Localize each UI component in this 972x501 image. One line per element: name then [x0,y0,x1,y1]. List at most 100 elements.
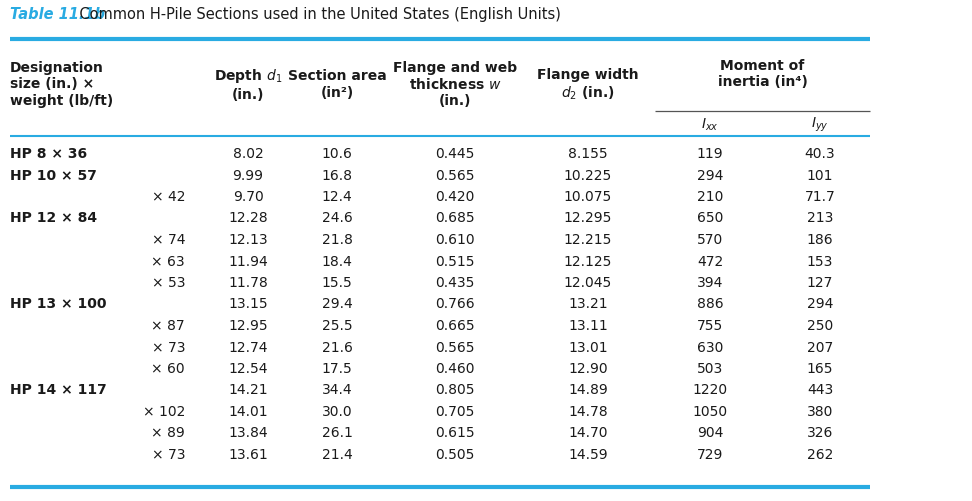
Text: × 89: × 89 [152,426,185,439]
Text: 12.54: 12.54 [228,361,267,375]
Text: 30.0: 30.0 [322,404,352,418]
Text: 14.21: 14.21 [228,383,268,397]
Text: 14.01: 14.01 [228,404,268,418]
Text: 570: 570 [697,232,723,246]
Text: HP 12 × 84: HP 12 × 84 [10,211,97,225]
Text: Flange width
$d_2$ (in.): Flange width $d_2$ (in.) [538,67,639,101]
Text: 21.4: 21.4 [322,447,353,461]
Text: 13.15: 13.15 [228,297,268,311]
Text: 729: 729 [697,447,723,461]
Text: 0.615: 0.615 [435,426,474,439]
Text: 24.6: 24.6 [322,211,353,225]
Text: 29.4: 29.4 [322,297,353,311]
Text: 11.78: 11.78 [228,276,268,290]
Text: 17.5: 17.5 [322,361,353,375]
Text: 0.505: 0.505 [435,447,474,461]
Text: 0.565: 0.565 [435,340,474,354]
Text: 34.4: 34.4 [322,383,352,397]
Text: 0.460: 0.460 [435,361,474,375]
Text: 9.70: 9.70 [232,189,263,203]
Text: 13.61: 13.61 [228,447,268,461]
Text: 11.94: 11.94 [228,254,268,268]
Text: 14.78: 14.78 [569,404,608,418]
Text: 1050: 1050 [692,404,728,418]
Text: 1220: 1220 [692,383,728,397]
Text: 12.95: 12.95 [228,318,268,332]
Text: 904: 904 [697,426,723,439]
Text: × 53: × 53 [152,276,185,290]
Text: 213: 213 [807,211,833,225]
Text: 18.4: 18.4 [322,254,353,268]
Text: 13.01: 13.01 [569,340,608,354]
Text: 12.28: 12.28 [228,211,268,225]
Text: × 73: × 73 [152,340,185,354]
Text: 755: 755 [697,318,723,332]
Text: 16.8: 16.8 [322,168,353,182]
Text: 13.21: 13.21 [569,297,608,311]
Text: 0.766: 0.766 [435,297,474,311]
Text: 12.295: 12.295 [564,211,612,225]
Text: 10.075: 10.075 [564,189,612,203]
Text: 294: 294 [807,297,833,311]
Text: 21.8: 21.8 [322,232,353,246]
Text: Designation
size (in.) ×
weight (lb/ft): Designation size (in.) × weight (lb/ft) [10,61,114,108]
Text: 26.1: 26.1 [322,426,353,439]
Text: 12.74: 12.74 [228,340,267,354]
Text: $I_{yy}$: $I_{yy}$ [812,115,829,133]
Text: 503: 503 [697,361,723,375]
Text: 294: 294 [697,168,723,182]
Text: 0.805: 0.805 [435,383,474,397]
Text: Section area
(in²): Section area (in²) [288,69,387,99]
Text: 326: 326 [807,426,833,439]
Text: 443: 443 [807,383,833,397]
Text: 14.59: 14.59 [569,447,608,461]
Text: Depth $d_1$
(in.): Depth $d_1$ (in.) [214,67,282,101]
Text: HP 8 × 36: HP 8 × 36 [10,147,87,161]
Text: 165: 165 [807,361,833,375]
Text: 210: 210 [697,189,723,203]
Text: 21.6: 21.6 [322,340,353,354]
Text: 0.610: 0.610 [435,232,474,246]
Text: HP 10 × 57: HP 10 × 57 [10,168,97,182]
Text: 262: 262 [807,447,833,461]
Text: × 102: × 102 [143,404,185,418]
Text: 13.11: 13.11 [568,318,608,332]
Text: 9.99: 9.99 [232,168,263,182]
Text: 12.13: 12.13 [228,232,268,246]
Text: HP 14 × 117: HP 14 × 117 [10,383,107,397]
Text: 394: 394 [697,276,723,290]
Text: × 87: × 87 [152,318,185,332]
Text: 250: 250 [807,318,833,332]
Text: 12.4: 12.4 [322,189,353,203]
Text: 10.6: 10.6 [322,147,353,161]
Text: 886: 886 [697,297,723,311]
Text: × 73: × 73 [152,447,185,461]
Text: 12.125: 12.125 [564,254,612,268]
Text: 0.565: 0.565 [435,168,474,182]
Text: 14.70: 14.70 [569,426,608,439]
Text: Flange and web
thickness $w$
(in.): Flange and web thickness $w$ (in.) [393,61,517,108]
Text: 119: 119 [697,147,723,161]
Text: × 42: × 42 [152,189,185,203]
Text: × 74: × 74 [152,232,185,246]
Text: HP 13 × 100: HP 13 × 100 [10,297,107,311]
Text: 12.90: 12.90 [569,361,608,375]
Text: × 63: × 63 [152,254,185,268]
Text: 0.435: 0.435 [435,276,474,290]
Text: 0.665: 0.665 [435,318,474,332]
Text: 12.045: 12.045 [564,276,612,290]
Text: 0.445: 0.445 [435,147,474,161]
Text: 650: 650 [697,211,723,225]
Text: 13.84: 13.84 [228,426,268,439]
Text: 0.420: 0.420 [435,189,474,203]
Text: 8.02: 8.02 [232,147,263,161]
Text: 472: 472 [697,254,723,268]
Text: 25.5: 25.5 [322,318,352,332]
Text: × 60: × 60 [152,361,185,375]
Text: 0.705: 0.705 [435,404,474,418]
Text: 71.7: 71.7 [805,189,835,203]
Text: 207: 207 [807,340,833,354]
Text: 12.215: 12.215 [564,232,612,246]
Text: 153: 153 [807,254,833,268]
Text: 186: 186 [807,232,833,246]
